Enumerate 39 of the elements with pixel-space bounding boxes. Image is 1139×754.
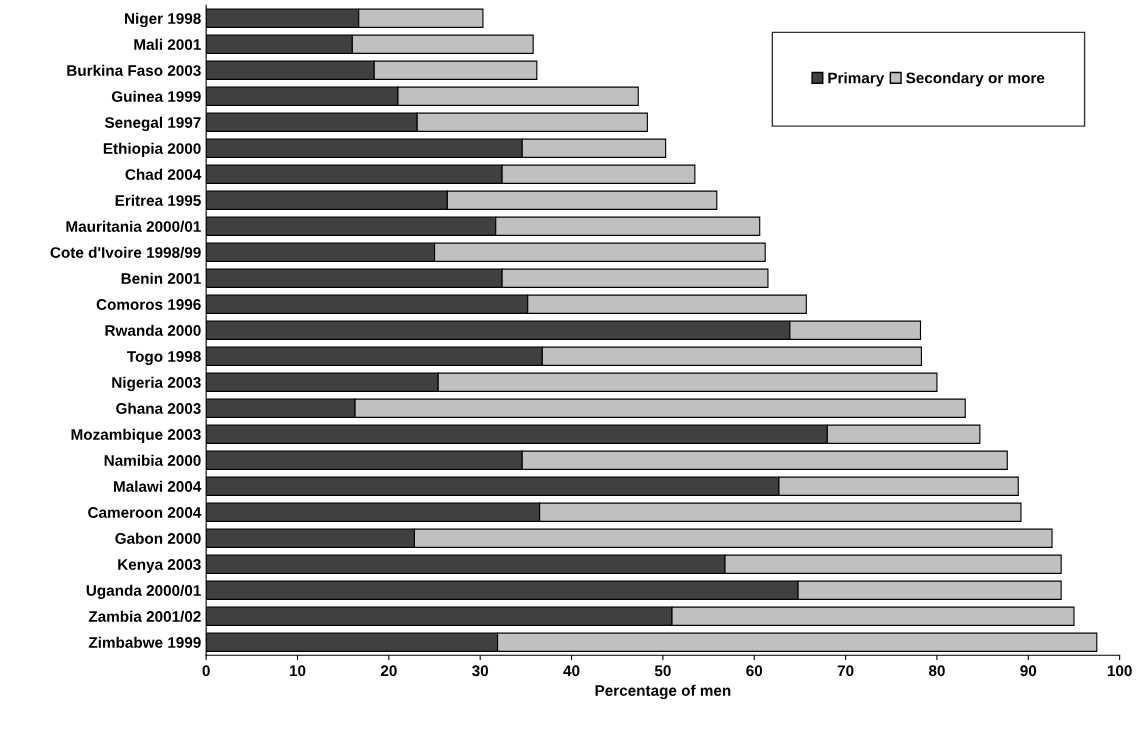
x-tick-label: 30 (472, 665, 489, 677)
x-axis-title: Percentage of men (595, 684, 731, 700)
x-tick-label: 60 (746, 665, 763, 677)
x-tick-label: 100 (1107, 665, 1132, 677)
x-tick-label: 0 (202, 665, 210, 677)
y-tick-label: Niger 1998 (125, 12, 201, 28)
y-tick-label: Gabon 2000 (115, 532, 201, 544)
y-tick-label: Rwanda 2000 (105, 324, 201, 336)
legend-label: Secondary or more (906, 72, 1045, 87)
y-tick-label: Eritrea 1995 (115, 194, 201, 206)
y-tick-label: Namibia 2000 (104, 454, 201, 466)
x-tick-label: 40 (563, 665, 580, 677)
y-tick-label: Togo 1998 (127, 351, 201, 365)
y-tick-label: Benin 2001 (121, 272, 201, 284)
y-tick-label: Kenya 2003 (118, 559, 201, 573)
y-tick-label: Mozambique 2003 (71, 428, 201, 443)
y-tick-label: Mauritania 2000/01 (66, 220, 201, 233)
y-tick-label: Chad 2004 (125, 168, 202, 180)
y-tick-label: Burkina Faso 2003 (67, 64, 201, 76)
y-tick-label: Uganda 2000/01 (86, 584, 201, 599)
x-tick-label: 90 (1020, 665, 1037, 677)
y-tick-label: Mali 2001 (134, 38, 201, 50)
y-tick-label: Ghana 2003 (116, 402, 201, 414)
x-tick-label: 50 (654, 665, 671, 677)
y-tick-label: Senegal 1997 (104, 116, 201, 132)
y-tick-label: Ethiopia 2000 (103, 142, 201, 157)
y-tick-label: Guinea 1999 (111, 90, 201, 102)
x-tick-label: 20 (380, 665, 397, 677)
y-tick-label: Cote d'Ivoire 1998/99 (50, 246, 201, 259)
y-tick-label: Malawi 2004 (114, 480, 202, 492)
y-tick-label: Zimbabwe 1999 (88, 636, 201, 648)
y-tick-label: Comoros 1996 (96, 299, 201, 310)
x-tick-label: 10 (289, 665, 306, 677)
y-tick-label: Nigeria 2003 (112, 376, 201, 392)
legend-label: Primary (828, 72, 885, 87)
y-tick-label: Cameroon 2004 (88, 507, 202, 518)
x-tick-label: 70 (837, 665, 854, 677)
x-tick-label: 80 (928, 665, 945, 677)
y-tick-label: Zambia 2001/02 (88, 610, 201, 623)
